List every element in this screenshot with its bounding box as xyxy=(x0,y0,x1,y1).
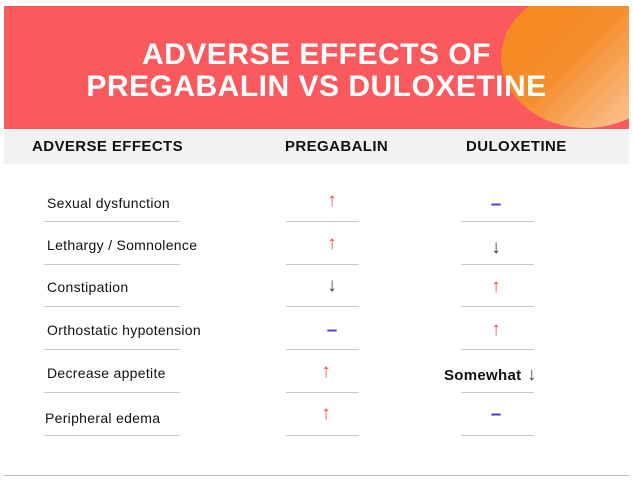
decrease-arrow-icon: ↓ xyxy=(491,237,501,258)
decrease-arrow-icon: ↓ xyxy=(527,364,537,384)
increase-arrow-icon: ↑ xyxy=(491,319,501,340)
row-divider xyxy=(286,435,359,436)
row-divider xyxy=(461,392,534,393)
infographic: ADVERSE EFFECTS OF PREGABALIN VS DULOXET… xyxy=(4,6,629,476)
bottom-border xyxy=(4,475,629,476)
effect-label: Orthostatic hypotension xyxy=(47,322,201,338)
increase-arrow-icon: ↑ xyxy=(327,190,337,211)
row-divider xyxy=(286,221,359,222)
increase-arrow-icon: ↑ xyxy=(491,276,501,297)
row-divider xyxy=(44,392,180,393)
column-header-bar xyxy=(4,130,629,164)
row-divider xyxy=(44,435,180,436)
row-divider xyxy=(461,349,534,350)
effect-label: Peripheral edema xyxy=(45,410,161,426)
row-divider xyxy=(44,264,180,265)
row-divider xyxy=(286,264,359,265)
effect-label: Constipation xyxy=(47,279,129,295)
row-divider xyxy=(461,221,534,222)
no-change-dash-icon: – xyxy=(490,194,502,215)
title-line-2: PREGABALIN VS DULOXETINE xyxy=(86,70,547,103)
row-divider xyxy=(461,264,534,265)
title-banner: ADVERSE EFFECTS OF PREGABALIN VS DULOXET… xyxy=(4,6,629,129)
row-divider xyxy=(44,306,180,307)
effect-label: Decrease appetite xyxy=(47,365,166,381)
row-divider xyxy=(286,306,359,307)
no-change-dash-icon: – xyxy=(326,320,338,341)
somewhat-decrease: Somewhat ↓ xyxy=(444,364,564,385)
column-header-duloxetine: DULOXETINE xyxy=(466,138,567,155)
decrease-arrow-icon: ↓ xyxy=(327,275,337,296)
no-change-dash-icon: – xyxy=(490,404,502,425)
title-line-1: ADVERSE EFFECTS OF xyxy=(141,38,492,71)
column-header-effects: ADVERSE EFFECTS xyxy=(32,138,184,155)
row-divider xyxy=(44,349,180,350)
increase-arrow-icon: ↑ xyxy=(327,233,337,254)
increase-arrow-icon: ↑ xyxy=(321,361,331,382)
effect-label: Lethargy / Somnolence xyxy=(47,237,198,253)
effect-label: Sexual dysfunction xyxy=(47,195,170,211)
increase-arrow-icon: ↑ xyxy=(321,403,331,424)
row-divider xyxy=(286,349,359,350)
row-divider xyxy=(461,306,534,307)
row-divider xyxy=(286,392,359,393)
row-divider xyxy=(461,435,534,436)
somewhat-label: Somewhat xyxy=(444,367,522,384)
row-divider xyxy=(44,221,180,222)
column-header-pregabalin: PREGABALIN xyxy=(285,138,389,155)
